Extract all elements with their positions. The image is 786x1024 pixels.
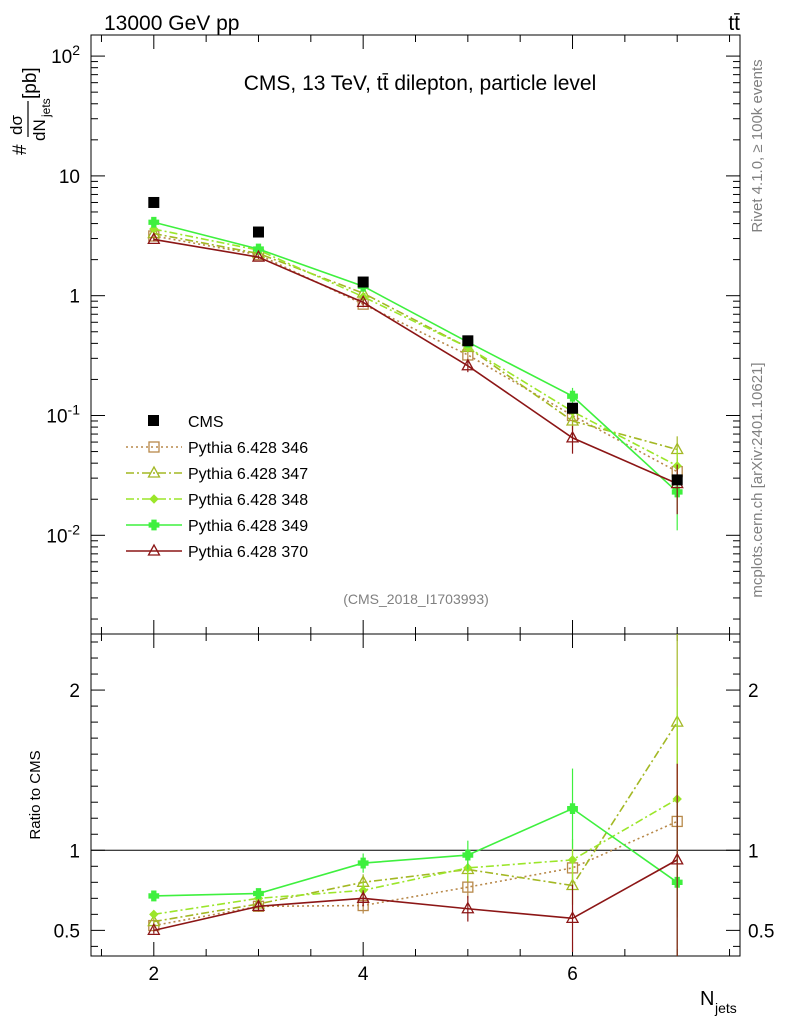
ratio-y-label: Ratio to CMS xyxy=(27,750,44,839)
ratio-axes: 0.5 0.5 1 1 2 2 2 4 6 xyxy=(54,634,774,985)
ratio-plot-area xyxy=(147,634,684,956)
ratio-series-4 xyxy=(148,768,683,956)
main-point xyxy=(565,430,580,443)
ratio-series-line xyxy=(153,721,678,923)
ratio-point xyxy=(565,911,580,924)
ratio-series-line xyxy=(153,859,678,932)
x-axis-label-main: N xyxy=(700,988,714,1010)
main-y-tick-label: 1 xyxy=(69,287,80,308)
data-point xyxy=(567,402,579,414)
header-left: 13000 GeV pp xyxy=(104,12,239,35)
legend-label: Pythia 6.428 347 xyxy=(188,466,308,483)
legend-label: Pythia 6.428 348 xyxy=(188,492,308,509)
ratio-series-line xyxy=(153,798,678,916)
ratio-point xyxy=(147,923,161,936)
ratio-series-5 xyxy=(147,763,684,956)
main-y-label-unit: [pb] xyxy=(20,67,41,99)
data-point xyxy=(462,335,474,347)
ratio-point xyxy=(253,888,264,899)
ratio-series-line xyxy=(153,807,678,897)
ratio-y-tick-label: 1 xyxy=(69,841,80,862)
main-point xyxy=(147,226,161,239)
ratio-y-tick-label: 0.5 xyxy=(54,921,80,942)
side-label-top: Rivet 4.1.0, ≥ 100k events xyxy=(749,59,766,232)
legend: CMS Pythia 6.428 346 Pythia 6.428 347 Pyth… xyxy=(126,414,308,561)
ratio-panel-frame xyxy=(90,633,741,957)
x-tick-label: 2 xyxy=(149,964,160,985)
ratio-point xyxy=(148,890,160,902)
main-series-4 xyxy=(148,216,683,531)
ratio-point xyxy=(462,881,474,893)
main-series-line xyxy=(153,221,678,493)
x-axis-label-sub: jets xyxy=(714,1000,737,1016)
main-point xyxy=(461,358,475,371)
main-data-points xyxy=(148,196,683,486)
ratio-point xyxy=(670,852,684,865)
data-point xyxy=(148,196,160,208)
ratio-point xyxy=(356,890,370,903)
main-y-label-den: dN xyxy=(30,119,49,141)
data-point xyxy=(671,474,683,486)
legend-label-cms: CMS xyxy=(188,414,224,431)
main-y-tick-label: 102 xyxy=(51,42,80,68)
main-series-line xyxy=(153,238,678,485)
main-y-label-hash: # xyxy=(10,144,31,155)
main-y-label: # dσ dN jets [pb] xyxy=(7,67,53,155)
main-axes: 10-2 10-1 1 10 102 xyxy=(46,35,740,634)
ratio-series-3 xyxy=(149,686,682,920)
main-point xyxy=(148,216,160,228)
main-point xyxy=(356,294,370,307)
main-series-line xyxy=(153,232,678,451)
main-point xyxy=(567,390,578,402)
ratio-series-line xyxy=(153,820,678,927)
legend-label: Pythia 6.428 349 xyxy=(188,518,308,535)
legend-marker xyxy=(149,494,159,504)
ratio-point xyxy=(462,849,474,861)
main-series-line xyxy=(153,235,678,473)
legend-marker xyxy=(148,519,160,531)
main-series-line xyxy=(153,228,678,467)
ratio-y-tick-label-right: 2 xyxy=(748,681,759,702)
x-axis-label: N jets xyxy=(700,988,737,1016)
main-point xyxy=(251,249,266,262)
x-tick-label: 4 xyxy=(358,964,369,985)
ratio-point xyxy=(567,855,578,865)
legend-marker xyxy=(148,441,160,453)
main-y-label-sub: jets xyxy=(39,98,53,118)
header-right: tt̄ xyxy=(728,12,740,35)
data-point xyxy=(252,226,264,238)
x-tick-label: 6 xyxy=(567,964,578,985)
side-label-bottom: mcplots.cern.ch [arXiv:2401.10621] xyxy=(749,362,766,597)
main-y-tick-label: 10 xyxy=(59,167,80,188)
ratio-point xyxy=(251,898,266,911)
legend-label: Pythia 6.428 370 xyxy=(188,544,308,561)
ratio-point xyxy=(567,803,578,815)
ratio-point xyxy=(461,901,475,914)
legend-marker xyxy=(147,465,161,478)
ratio-series-2 xyxy=(147,634,684,927)
main-title: CMS, 13 TeV, tt̄ dilepton, particle leve… xyxy=(244,72,597,95)
ratio-y-tick-label: 2 xyxy=(69,681,80,702)
legend-marker xyxy=(147,543,161,556)
main-series-2 xyxy=(147,226,684,468)
legend-marker-cms xyxy=(148,415,159,426)
ratio-series-1 xyxy=(148,725,683,932)
ratio-point xyxy=(357,857,369,869)
main-y-tick-label: 10-2 xyxy=(46,521,80,547)
main-point xyxy=(147,232,161,245)
legend-label: Pythia 6.428 346 xyxy=(188,440,308,457)
data-point xyxy=(357,276,369,288)
ratio-y-tick-label-right: 1 xyxy=(748,841,759,862)
main-y-tick-label: 10-1 xyxy=(46,401,80,427)
ratio-point xyxy=(149,909,159,920)
analysis-id: (CMS_2018_I1703993) xyxy=(343,591,489,607)
main-plot-area xyxy=(147,196,684,531)
ratio-y-tick-label-right: 0.5 xyxy=(748,921,774,942)
main-point xyxy=(565,413,580,426)
main-y-label-num: dσ xyxy=(7,115,26,135)
